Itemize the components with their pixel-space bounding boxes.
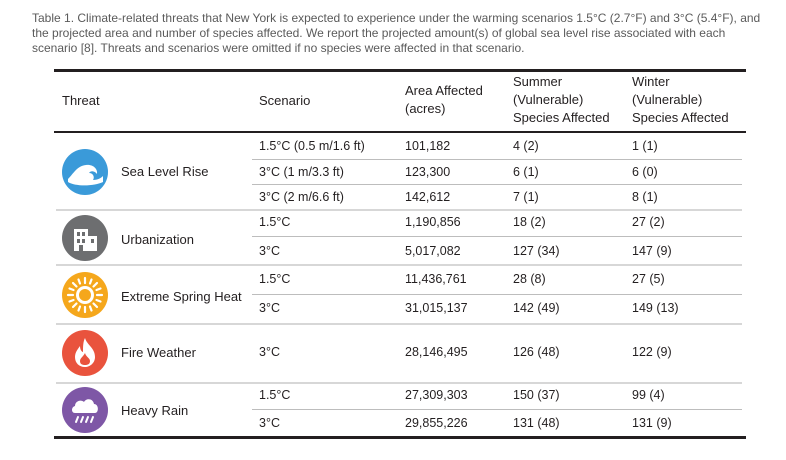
threat-label-sea-level-rise: Sea Level Rise: [121, 164, 209, 179]
cell-area: 27,309,303: [405, 388, 468, 402]
header-winter: Winter (Vulnerable) Species Affected: [632, 73, 729, 127]
row-divider: [252, 184, 742, 185]
cell-scenario: 1.5°C (0.5 m/1.6 ft): [259, 139, 365, 153]
cell-summer: 126 (48): [513, 345, 560, 359]
cell-scenario: 1.5°C: [259, 272, 291, 286]
header-summer-line3: Species Affected: [513, 110, 610, 125]
cell-summer: 4 (2): [513, 139, 539, 153]
header-summer-line2: (Vulnerable): [513, 92, 584, 107]
header-area-line1: Area Affected: [405, 83, 483, 98]
cell-winter: 149 (13): [632, 301, 679, 315]
cell-winter: 131 (9): [632, 416, 672, 430]
table-caption: Table 1. Climate-related threats that Ne…: [32, 11, 761, 55]
header-summer: Summer (Vulnerable) Species Affected: [513, 73, 610, 127]
cell-scenario: 3°C (1 m/3.3 ft): [259, 165, 344, 179]
cell-area: 11,436,761: [405, 272, 467, 286]
building-icon: [62, 215, 108, 261]
header-winter-line1: Winter: [632, 74, 670, 89]
row-divider: [252, 236, 742, 237]
cell-summer: 127 (34): [513, 244, 560, 258]
row-divider: [252, 159, 742, 160]
group-separator: [56, 209, 742, 211]
cell-winter: 147 (9): [632, 244, 672, 258]
group-separator: [56, 264, 742, 266]
table-top-rule: [54, 69, 746, 72]
cell-summer: 150 (37): [513, 388, 560, 402]
cell-area: 123,300: [405, 165, 451, 179]
cell-summer: 7 (1): [513, 190, 539, 204]
header-winter-line3: Species Affected: [632, 110, 729, 125]
group-separator: [56, 382, 742, 384]
cell-winter: 27 (2): [632, 215, 665, 229]
cell-area: 28,146,495: [405, 345, 468, 359]
cell-scenario: 1.5°C: [259, 215, 291, 229]
header-bottom-rule: [54, 131, 746, 133]
cell-winter: 122 (9): [632, 345, 672, 359]
cell-area: 5,017,082: [405, 244, 461, 258]
rain-cloud-icon: [62, 387, 108, 433]
cell-winter: 8 (1): [632, 190, 658, 204]
threat-label-fire-weather: Fire Weather: [121, 345, 196, 360]
row-divider: [252, 294, 742, 295]
header-area-line2: (acres): [405, 101, 446, 116]
sun-icon: [62, 272, 108, 318]
header-threat: Threat: [62, 93, 100, 108]
flame-icon: [62, 330, 108, 376]
threat-label-urbanization: Urbanization: [121, 232, 194, 247]
cell-scenario: 3°C: [259, 301, 280, 315]
row-divider: [252, 409, 742, 410]
cell-scenario: 3°C: [259, 345, 280, 359]
cell-area: 29,855,226: [405, 416, 468, 430]
cell-scenario: 3°C: [259, 416, 280, 430]
header-summer-line1: Summer: [513, 74, 563, 89]
wave-icon: [62, 149, 108, 195]
cell-summer: 142 (49): [513, 301, 560, 315]
header-area: Area Affected (acres): [405, 82, 483, 118]
cell-summer: 131 (48): [513, 416, 560, 430]
threat-label-heavy-rain: Heavy Rain: [121, 403, 189, 418]
cell-area: 1,190,856: [405, 215, 461, 229]
cell-winter: 6 (0): [632, 165, 658, 179]
cell-summer: 6 (1): [513, 165, 539, 179]
cell-area: 101,182: [405, 139, 451, 153]
cell-scenario: 1.5°C: [259, 388, 291, 402]
header-scenario: Scenario: [259, 93, 311, 108]
threat-label-extreme-spring-heat: Extreme Spring Heat: [121, 289, 242, 304]
group-separator: [56, 323, 742, 325]
table-bottom-rule: [54, 436, 746, 439]
cell-scenario: 3°C: [259, 244, 280, 258]
cell-area: 142,612: [405, 190, 451, 204]
header-winter-line2: (Vulnerable): [632, 92, 703, 107]
cell-winter: 27 (5): [632, 272, 665, 286]
cell-winter: 99 (4): [632, 388, 665, 402]
cell-area: 31,015,137: [405, 301, 468, 315]
cell-winter: 1 (1): [632, 139, 658, 153]
cell-summer: 28 (8): [513, 272, 546, 286]
cell-summer: 18 (2): [513, 215, 546, 229]
cell-scenario: 3°C (2 m/6.6 ft): [259, 190, 344, 204]
